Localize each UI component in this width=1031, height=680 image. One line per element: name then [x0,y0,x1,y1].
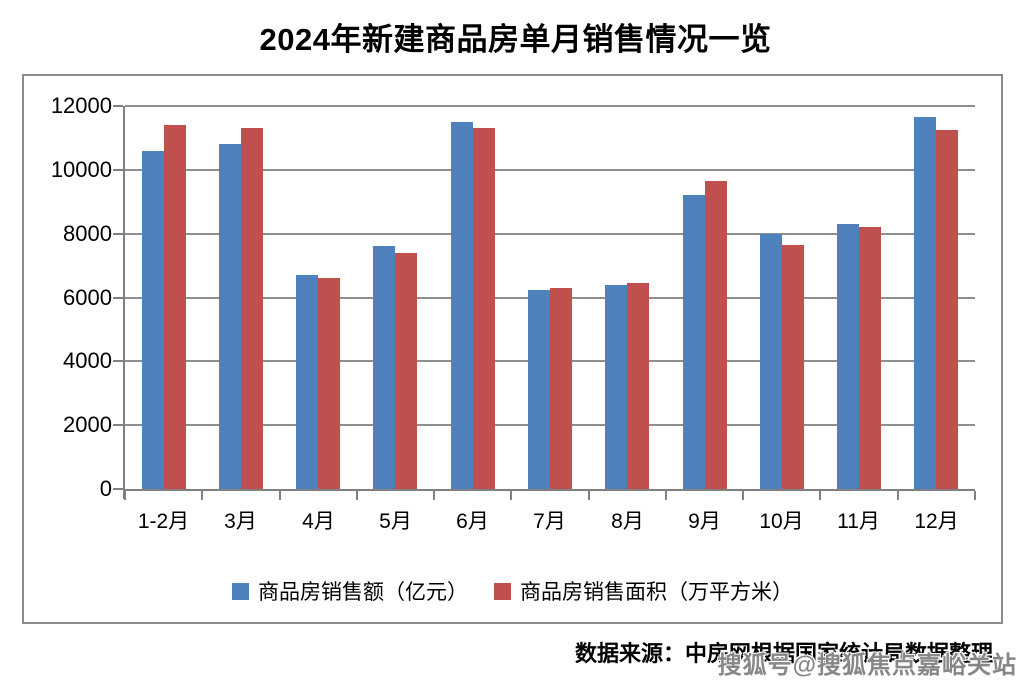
bar [241,128,263,489]
y-axis-tick [113,424,123,426]
legend-swatch [232,582,249,600]
legend-item: 商品房销售额（亿元） [232,576,468,606]
legend-item: 商品房销售面积（万平方米） [494,576,793,606]
bar [318,278,340,489]
x-tick-label: 3月 [224,510,257,533]
bar [528,290,550,489]
bar [914,117,936,489]
bar [627,283,649,489]
x-axis-tick [279,491,281,500]
x-tick-label: 6月 [456,510,489,533]
x-tick-label: 12月 [914,510,959,533]
x-tick-label: 11月 [837,510,880,533]
gridline [125,233,975,235]
x-axis-tick [201,491,203,500]
legend-swatch [494,582,511,600]
bar [219,144,241,489]
x-axis-tick [124,491,126,500]
x-axis-labels: 1-2月 3月 4月 5月 6月 7月 8月 9月 10月 11月 12月 [125,505,975,535]
bar [142,151,164,489]
bar [605,285,627,489]
watermark: 搜狐号@搜狐焦点嘉峪关站 [717,652,1017,679]
bar [837,224,859,489]
x-axis-tick [356,491,358,500]
x-axis-tick [742,491,744,500]
x-axis-tick [588,491,590,500]
y-axis-tick [113,233,123,235]
x-axis-tick [433,491,435,500]
x-tick-label: 10月 [759,510,804,533]
x-tick-label: 9月 [688,510,721,533]
y-tick-label: 8000 [63,221,112,246]
legend-label: 商品房销售面积（万平方米） [520,581,793,604]
bar [936,130,958,489]
bar [296,275,318,489]
x-axis-tick [510,491,512,500]
bar [550,288,572,489]
y-tick-label: 6000 [63,285,112,310]
y-axis-tick [113,169,123,171]
y-tick-label: 2000 [63,412,112,437]
x-axis-tick [665,491,667,500]
bar [705,181,727,489]
y-axis-labels: 0 2000 4000 6000 8000 10000 12000 [24,93,112,501]
bar [451,122,473,489]
bar [859,227,881,489]
y-tick-label: 4000 [63,348,112,373]
bar [164,125,186,489]
plot-area [113,105,976,500]
gridline [125,169,975,171]
x-tick-label: 7月 [533,510,566,533]
y-axis-tick [113,105,123,107]
x-tick-label: 8月 [611,510,644,533]
y-axis-line [123,106,125,499]
y-axis-tick [113,488,123,490]
chart-title: 2024年新建商品房单月销售情况一览 [259,22,772,57]
bar [683,195,705,489]
bar [395,253,417,489]
x-tick-label: 4月 [302,510,335,533]
y-tick-label: 0 [99,476,112,501]
source-note: 数据来源：中房网根据国家统计局数据整理 [575,641,994,666]
bar [373,246,395,489]
bar [760,234,782,489]
x-tick-label: 1-2月 [137,510,190,533]
y-axis-tick [113,297,123,299]
y-tick-label: 12000 [50,93,112,118]
bar [473,128,495,489]
bar [782,245,804,489]
y-axis-tick [113,360,123,362]
legend: 商品房销售额（亿元） 商品房销售面积（万平方米） [24,576,1001,606]
x-axis-tick [897,491,899,500]
x-axis-tick [819,491,821,500]
legend-label: 商品房销售额（亿元） [258,581,468,604]
x-axis-line [123,489,975,491]
chart-panel: 0 2000 4000 6000 8000 10000 12000 1-2月 3月 4月 5月 6月… [22,74,1003,624]
x-axis-tick [974,491,976,500]
x-tick-label: 5月 [379,510,412,533]
gridline [125,105,975,107]
y-tick-label: 10000 [50,157,112,182]
